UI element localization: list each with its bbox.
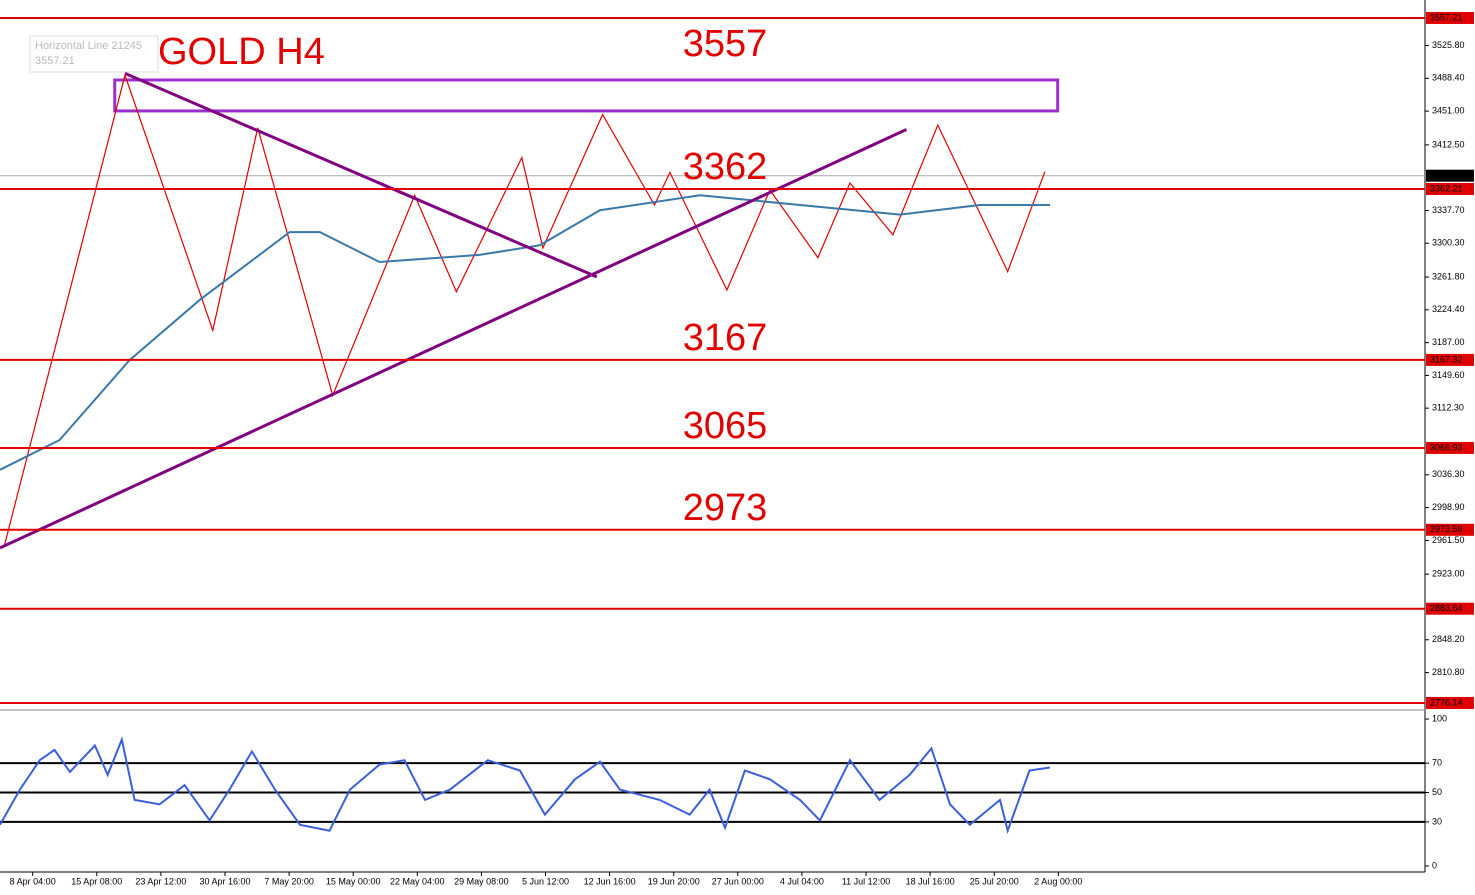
level-tag-label: 2973.59 <box>1430 524 1463 534</box>
x-tick-label: 11 Jul 12:00 <box>842 876 890 886</box>
y-tick-label: 3112.30 <box>1432 403 1464 413</box>
line <box>0 736 1051 835</box>
y-tick-label: 100 <box>1432 713 1447 723</box>
x-tick-label: 23 Apr 12:00 <box>135 876 186 886</box>
y-tick-label: 3488.40 <box>1432 73 1465 83</box>
y-tick-label: 30 <box>1432 816 1442 826</box>
level-tag <box>1426 441 1474 454</box>
level-tag <box>1426 602 1474 615</box>
level-tag-label: 2776.14 <box>1430 697 1463 707</box>
resistance-zone <box>113 78 1060 113</box>
level-annotation: 3065 <box>683 405 768 447</box>
trendline <box>124 72 598 279</box>
x-tick-label: 2 Aug 00:00 <box>1034 876 1082 886</box>
level-tag-label: 3167.32 <box>1430 354 1463 364</box>
y-tick-label: 50 <box>1432 787 1442 797</box>
level-tag-label: 3066.93 <box>1430 442 1463 452</box>
chart-title: GOLD H4 <box>158 31 325 73</box>
price-tag <box>1426 169 1474 182</box>
x-tick-label: 12 Jun 16:00 <box>584 876 636 886</box>
y-tick-label: 2961.50 <box>1432 535 1465 545</box>
x-tick-label: 30 Apr 16:00 <box>199 876 250 886</box>
y-tick-label: 3187.00 <box>1432 337 1465 347</box>
x-tick-label: 7 May 20:00 <box>264 876 314 886</box>
y-tick-label: 3149.60 <box>1432 370 1465 380</box>
level-annotation: 3167 <box>683 317 768 359</box>
y-tick-label: 3261.80 <box>1432 271 1465 281</box>
level-tag <box>1426 353 1474 366</box>
level-tag-label: 2883.64 <box>1430 603 1463 613</box>
level-annotation: 3557 <box>683 23 768 65</box>
level-tag-label: 3362.21 <box>1430 183 1463 193</box>
x-tick-label: 5 Jun 12:00 <box>522 876 569 886</box>
y-tick-label: 3451.00 <box>1432 105 1465 115</box>
price-tag-label: 3377.35 <box>1430 170 1463 180</box>
line <box>3 73 1046 546</box>
x-tick-label: 18 Jul 16:00 <box>906 876 955 886</box>
level-tag-label: 3557.21 <box>1430 12 1463 22</box>
trendline <box>0 128 908 550</box>
x-tick-label: 4 Jul 04:00 <box>780 876 824 886</box>
y-tick-label: 0 <box>1432 860 1437 870</box>
line <box>0 194 1050 471</box>
tooltip-text: Horizontal Line 21245 <box>35 40 142 52</box>
y-tick-label: 3525.80 <box>1432 40 1465 50</box>
level-annotation: 2973 <box>683 487 768 529</box>
y-tick-label: 2848.20 <box>1432 634 1465 644</box>
y-tick-label: 2998.90 <box>1432 502 1465 512</box>
x-tick-label: 29 May 08:00 <box>454 876 509 886</box>
y-tick-label: 3300.30 <box>1432 238 1465 248</box>
y-tick-label: 2923.00 <box>1432 569 1465 579</box>
x-tick-label: 15 May 00:00 <box>326 876 381 886</box>
x-tick-label: 15 Apr 08:00 <box>71 876 122 886</box>
tooltip-text: 3557.21 <box>35 55 75 67</box>
tooltip-box <box>29 35 159 73</box>
level-tag <box>1426 182 1474 195</box>
level-tag <box>1426 11 1474 24</box>
y-tick-label: 3036.30 <box>1432 469 1465 479</box>
y-tick-label: 3412.50 <box>1432 139 1465 149</box>
y-tick-label: 2810.80 <box>1432 667 1465 677</box>
y-tick-label: 3337.70 <box>1432 205 1465 215</box>
level-tag <box>1426 696 1474 709</box>
y-tick-label: 3224.40 <box>1432 304 1465 314</box>
x-tick-label: 25 Jul 20:00 <box>970 876 1019 886</box>
y-tick-label: 70 <box>1432 758 1442 768</box>
x-tick-label: 27 Jun 00:00 <box>712 876 764 886</box>
level-annotation: 3362 <box>683 146 768 188</box>
x-tick-label: 8 Apr 04:00 <box>10 876 56 886</box>
level-tag <box>1426 523 1474 536</box>
x-tick-label: 22 May 04:00 <box>390 876 445 886</box>
x-tick-label: 19 Jun 20:00 <box>648 876 700 886</box>
